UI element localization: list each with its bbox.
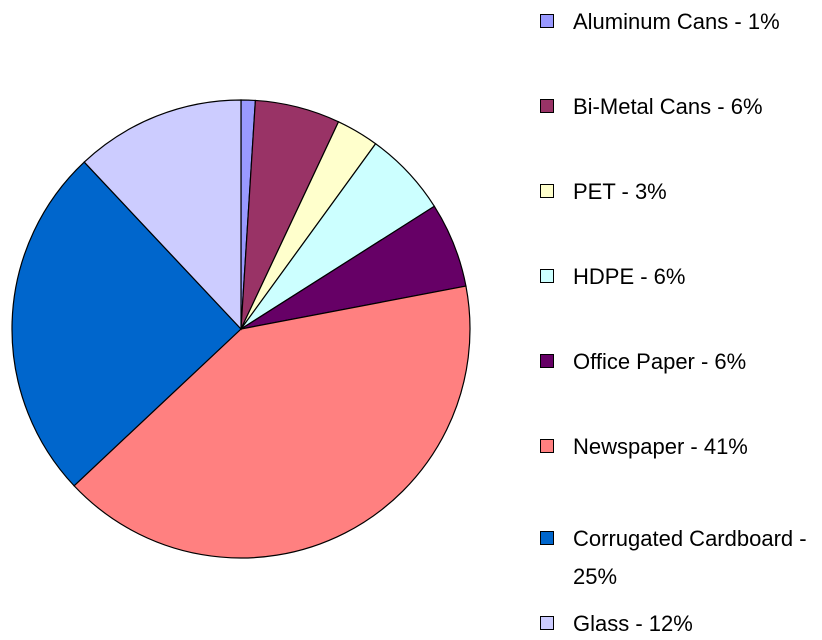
legend-entry: Newspaper - 41% bbox=[540, 428, 813, 466]
legend-swatch bbox=[540, 531, 554, 545]
legend-label: PET - 3% bbox=[573, 179, 667, 204]
legend-swatch bbox=[540, 184, 554, 198]
legend-entry: HDPE - 6% bbox=[540, 258, 813, 296]
legend-swatch bbox=[540, 99, 554, 113]
legend-swatch bbox=[540, 269, 554, 283]
legend-label: Bi-Metal Cans - 6% bbox=[573, 94, 763, 119]
legend-entry: PET - 3% bbox=[540, 173, 813, 211]
pie-area bbox=[11, 99, 471, 559]
pie-slice bbox=[11, 161, 242, 487]
legend-label: Office Paper - 6% bbox=[573, 349, 747, 374]
legend-swatch bbox=[540, 14, 554, 28]
legend-swatch bbox=[540, 439, 554, 453]
legend-swatch bbox=[540, 616, 554, 630]
pie-slice bbox=[83, 99, 242, 331]
legend-entry: Corrugated Cardboard - 25% bbox=[540, 520, 813, 596]
legend-label: Aluminum Cans - 1% bbox=[573, 9, 780, 34]
legend-entry: Bi-Metal Cans - 6% bbox=[540, 88, 813, 126]
legend-label: Glass - 12% bbox=[573, 611, 693, 636]
legend-swatch bbox=[540, 354, 554, 368]
legend-entry: Aluminum Cans - 1% bbox=[540, 3, 813, 41]
legend-label: HDPE - 6% bbox=[573, 264, 686, 289]
legend-entry: Glass - 12% bbox=[540, 605, 813, 640]
legend-entry: Office Paper - 6% bbox=[540, 343, 813, 381]
legend-label: Newspaper - 41% bbox=[573, 434, 748, 459]
pie-slice bbox=[73, 285, 471, 559]
legend-label: Corrugated Cardboard - 25% bbox=[573, 526, 807, 589]
